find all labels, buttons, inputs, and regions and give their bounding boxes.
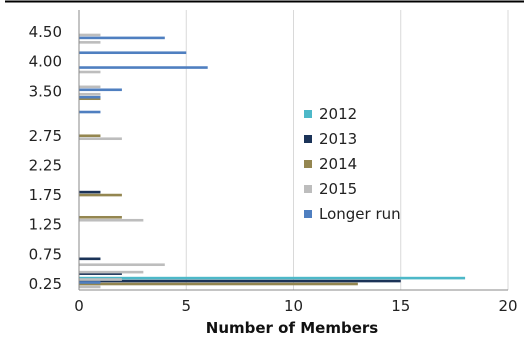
bar-2013-0.25 xyxy=(79,279,401,283)
bar-2013-1.75 xyxy=(79,190,101,194)
y-tick-label: 0.75 xyxy=(29,245,62,263)
x-tick-label: 15 xyxy=(391,297,410,315)
bar-2014-1.375 xyxy=(79,215,122,219)
legend-label: 2014 xyxy=(319,155,357,173)
legend-swatch xyxy=(304,135,312,143)
x-tick-label: 0 xyxy=(74,297,84,315)
bar-2014-3.375 xyxy=(79,97,101,101)
bar-2015-0.625 xyxy=(79,263,165,267)
bar-2014-0.25 xyxy=(79,282,358,286)
axes: 0 5 10 15 20 0.25 0.75 1.25 1.75 2.25 2.75 3.50 4.00… xyxy=(29,10,518,315)
x-tick-label: 10 xyxy=(284,297,303,315)
bar-longer-run-4.50 xyxy=(79,36,165,40)
legend-label: 2012 xyxy=(319,105,357,123)
legend: 2012 2013 2014 2015 Longer run xyxy=(304,105,401,223)
y-tick-label: 0.25 xyxy=(29,275,62,293)
bar-longer-run-3.25 xyxy=(79,110,101,114)
bar-2015-3.50 xyxy=(79,92,101,96)
bar-2013-0.375 xyxy=(79,272,122,275)
bar-longer-run-4.25 xyxy=(79,51,187,55)
y-tick-label: 4.50 xyxy=(29,23,62,41)
legend-label: 2015 xyxy=(319,180,357,198)
bar-2014-1.75 xyxy=(79,193,122,197)
y-tick-label: 2.25 xyxy=(29,156,62,174)
bars xyxy=(79,33,466,289)
bar-2015-0.375 xyxy=(79,278,122,281)
legend-swatch xyxy=(304,185,312,193)
bar-2015-4.375 xyxy=(79,41,101,44)
bar-2013-0.625 xyxy=(79,257,101,261)
bar-2015-2.75 xyxy=(79,137,122,141)
x-tick-label: 20 xyxy=(498,297,517,315)
bar-2015-0.50 xyxy=(79,270,144,274)
bar-2015-3.625 xyxy=(79,85,101,89)
bar-longer-run-3.50 xyxy=(79,95,101,99)
bar-longer-run-4.00 xyxy=(79,66,208,69)
bar-2014-2.75 xyxy=(79,134,101,138)
x-tick-label: 5 xyxy=(181,297,191,315)
bar-2015-0.25 xyxy=(79,285,101,289)
x-axis-title: Number of Members xyxy=(206,319,378,337)
y-tick-label: 2.75 xyxy=(29,127,62,145)
legend-label: 2013 xyxy=(319,130,357,148)
bar-2015-1.375 xyxy=(79,218,144,222)
y-tick-label: 3.50 xyxy=(29,82,62,100)
y-tick-label: 1.25 xyxy=(29,216,62,234)
bar-2015-4.50 xyxy=(79,33,101,37)
y-tick-label: 1.75 xyxy=(29,186,62,204)
bar-2012-0.25 xyxy=(79,276,466,280)
legend-swatch xyxy=(304,210,312,218)
bar-longer-run-3.625 xyxy=(79,88,122,92)
bar-2015-3.875 xyxy=(79,70,101,74)
grid xyxy=(185,10,509,290)
legend-swatch xyxy=(304,160,312,168)
bar-longer-run-0.375 xyxy=(79,281,101,284)
legend-label: Longer run xyxy=(319,205,401,223)
y-tick-label: 4.00 xyxy=(29,53,62,71)
legend-swatch xyxy=(304,110,312,118)
